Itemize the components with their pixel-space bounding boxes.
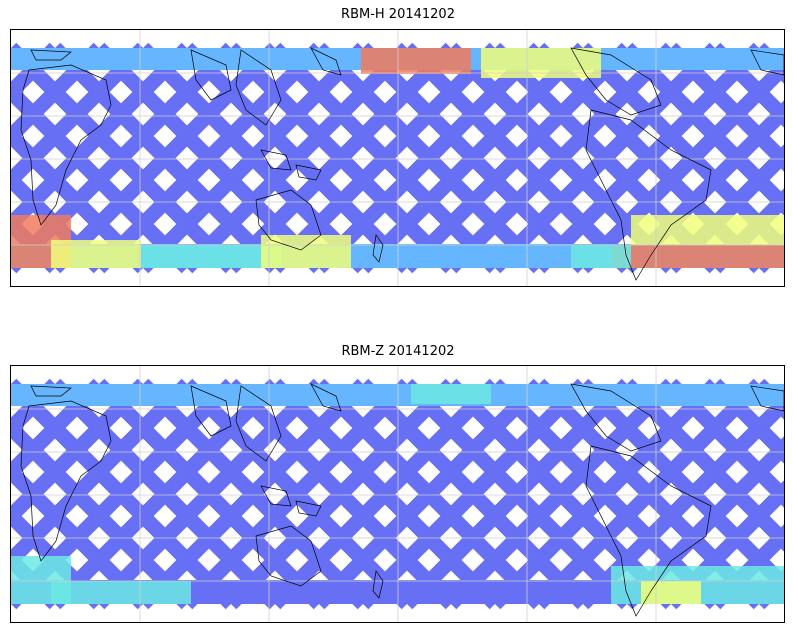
swath-layer — [11, 42, 784, 274]
map-panel-rbm-z — [10, 365, 785, 623]
coastlines — [20, 47, 784, 281]
coastlines — [20, 383, 784, 617]
swath-map-rbm-h — [11, 30, 784, 286]
map-panel-rbm-h — [10, 29, 785, 287]
swath-layer — [11, 378, 784, 610]
map-title-rbm-h: RBM-H 20141202 — [341, 7, 455, 22]
swath-map-rbm-z — [11, 366, 784, 622]
graticule — [11, 366, 784, 622]
map-title-rbm-z: RBM-Z 20141202 — [341, 344, 455, 359]
graticule — [11, 30, 784, 286]
